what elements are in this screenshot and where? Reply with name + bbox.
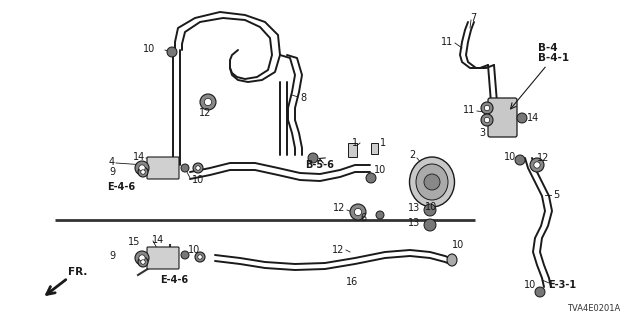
Text: 12: 12: [199, 108, 211, 118]
Circle shape: [138, 257, 148, 267]
Text: 1: 1: [352, 138, 358, 148]
Text: 10: 10: [374, 165, 387, 175]
Text: 10: 10: [425, 202, 437, 212]
Circle shape: [195, 252, 205, 262]
Text: 14: 14: [527, 113, 540, 123]
Circle shape: [355, 208, 362, 216]
Text: E-4-6: E-4-6: [107, 182, 135, 192]
Text: 1: 1: [380, 138, 386, 148]
Text: 3: 3: [479, 128, 485, 138]
Circle shape: [481, 102, 493, 114]
Circle shape: [135, 251, 149, 265]
Text: 16: 16: [346, 277, 358, 287]
Text: B-4: B-4: [538, 43, 557, 53]
Ellipse shape: [410, 157, 454, 207]
Text: TVA4E0201A: TVA4E0201A: [567, 304, 620, 313]
Circle shape: [181, 164, 189, 172]
Text: 4: 4: [109, 157, 115, 167]
Text: E-4-6: E-4-6: [160, 275, 188, 285]
Text: 10: 10: [504, 152, 516, 162]
Circle shape: [424, 174, 440, 190]
Text: 10: 10: [452, 240, 464, 250]
Circle shape: [484, 105, 490, 111]
Text: 10: 10: [143, 44, 155, 54]
Text: 12: 12: [537, 153, 549, 163]
Circle shape: [141, 170, 145, 174]
Ellipse shape: [447, 254, 457, 266]
Text: 11: 11: [441, 37, 453, 47]
Circle shape: [530, 158, 544, 172]
Text: 12: 12: [332, 245, 344, 255]
Circle shape: [350, 204, 366, 220]
Text: 15: 15: [127, 237, 140, 247]
Text: 14: 14: [132, 152, 145, 162]
Text: 12: 12: [333, 203, 345, 213]
Circle shape: [204, 98, 212, 106]
Circle shape: [193, 163, 203, 173]
Circle shape: [139, 165, 145, 171]
Text: 5: 5: [553, 190, 559, 200]
Circle shape: [167, 47, 177, 57]
Circle shape: [424, 204, 436, 216]
Text: 9: 9: [109, 167, 115, 177]
Text: 14: 14: [152, 235, 164, 245]
Text: E-3-1: E-3-1: [548, 280, 576, 290]
Circle shape: [517, 113, 527, 123]
Circle shape: [376, 211, 384, 219]
FancyBboxPatch shape: [488, 98, 517, 137]
Text: FR.: FR.: [68, 267, 88, 277]
FancyBboxPatch shape: [147, 157, 179, 179]
Text: B-4-1: B-4-1: [538, 53, 569, 63]
Circle shape: [198, 255, 202, 259]
Circle shape: [515, 155, 525, 165]
Text: 9: 9: [109, 251, 115, 261]
Circle shape: [138, 167, 148, 177]
Text: B-5-6: B-5-6: [305, 160, 334, 170]
Bar: [348, 143, 356, 157]
Text: 7: 7: [470, 13, 476, 23]
Circle shape: [181, 251, 189, 259]
Circle shape: [534, 162, 540, 168]
Circle shape: [424, 219, 436, 231]
Text: 8: 8: [300, 93, 306, 103]
Text: 11: 11: [463, 105, 475, 115]
Circle shape: [481, 114, 493, 126]
Circle shape: [200, 94, 216, 110]
Circle shape: [366, 173, 376, 183]
Bar: [371, 142, 378, 154]
Ellipse shape: [416, 164, 448, 200]
Circle shape: [196, 166, 200, 170]
Circle shape: [135, 161, 149, 175]
Text: 10: 10: [188, 245, 200, 255]
Text: 2: 2: [409, 150, 415, 160]
Text: 13: 13: [408, 203, 420, 213]
FancyBboxPatch shape: [147, 247, 179, 269]
Circle shape: [141, 260, 145, 264]
Text: 10: 10: [192, 175, 204, 185]
Circle shape: [139, 255, 145, 261]
Text: 13: 13: [408, 218, 420, 228]
Circle shape: [535, 287, 545, 297]
Circle shape: [308, 153, 318, 163]
Text: 10: 10: [524, 280, 536, 290]
Text: 6: 6: [360, 213, 366, 223]
Circle shape: [484, 117, 490, 123]
